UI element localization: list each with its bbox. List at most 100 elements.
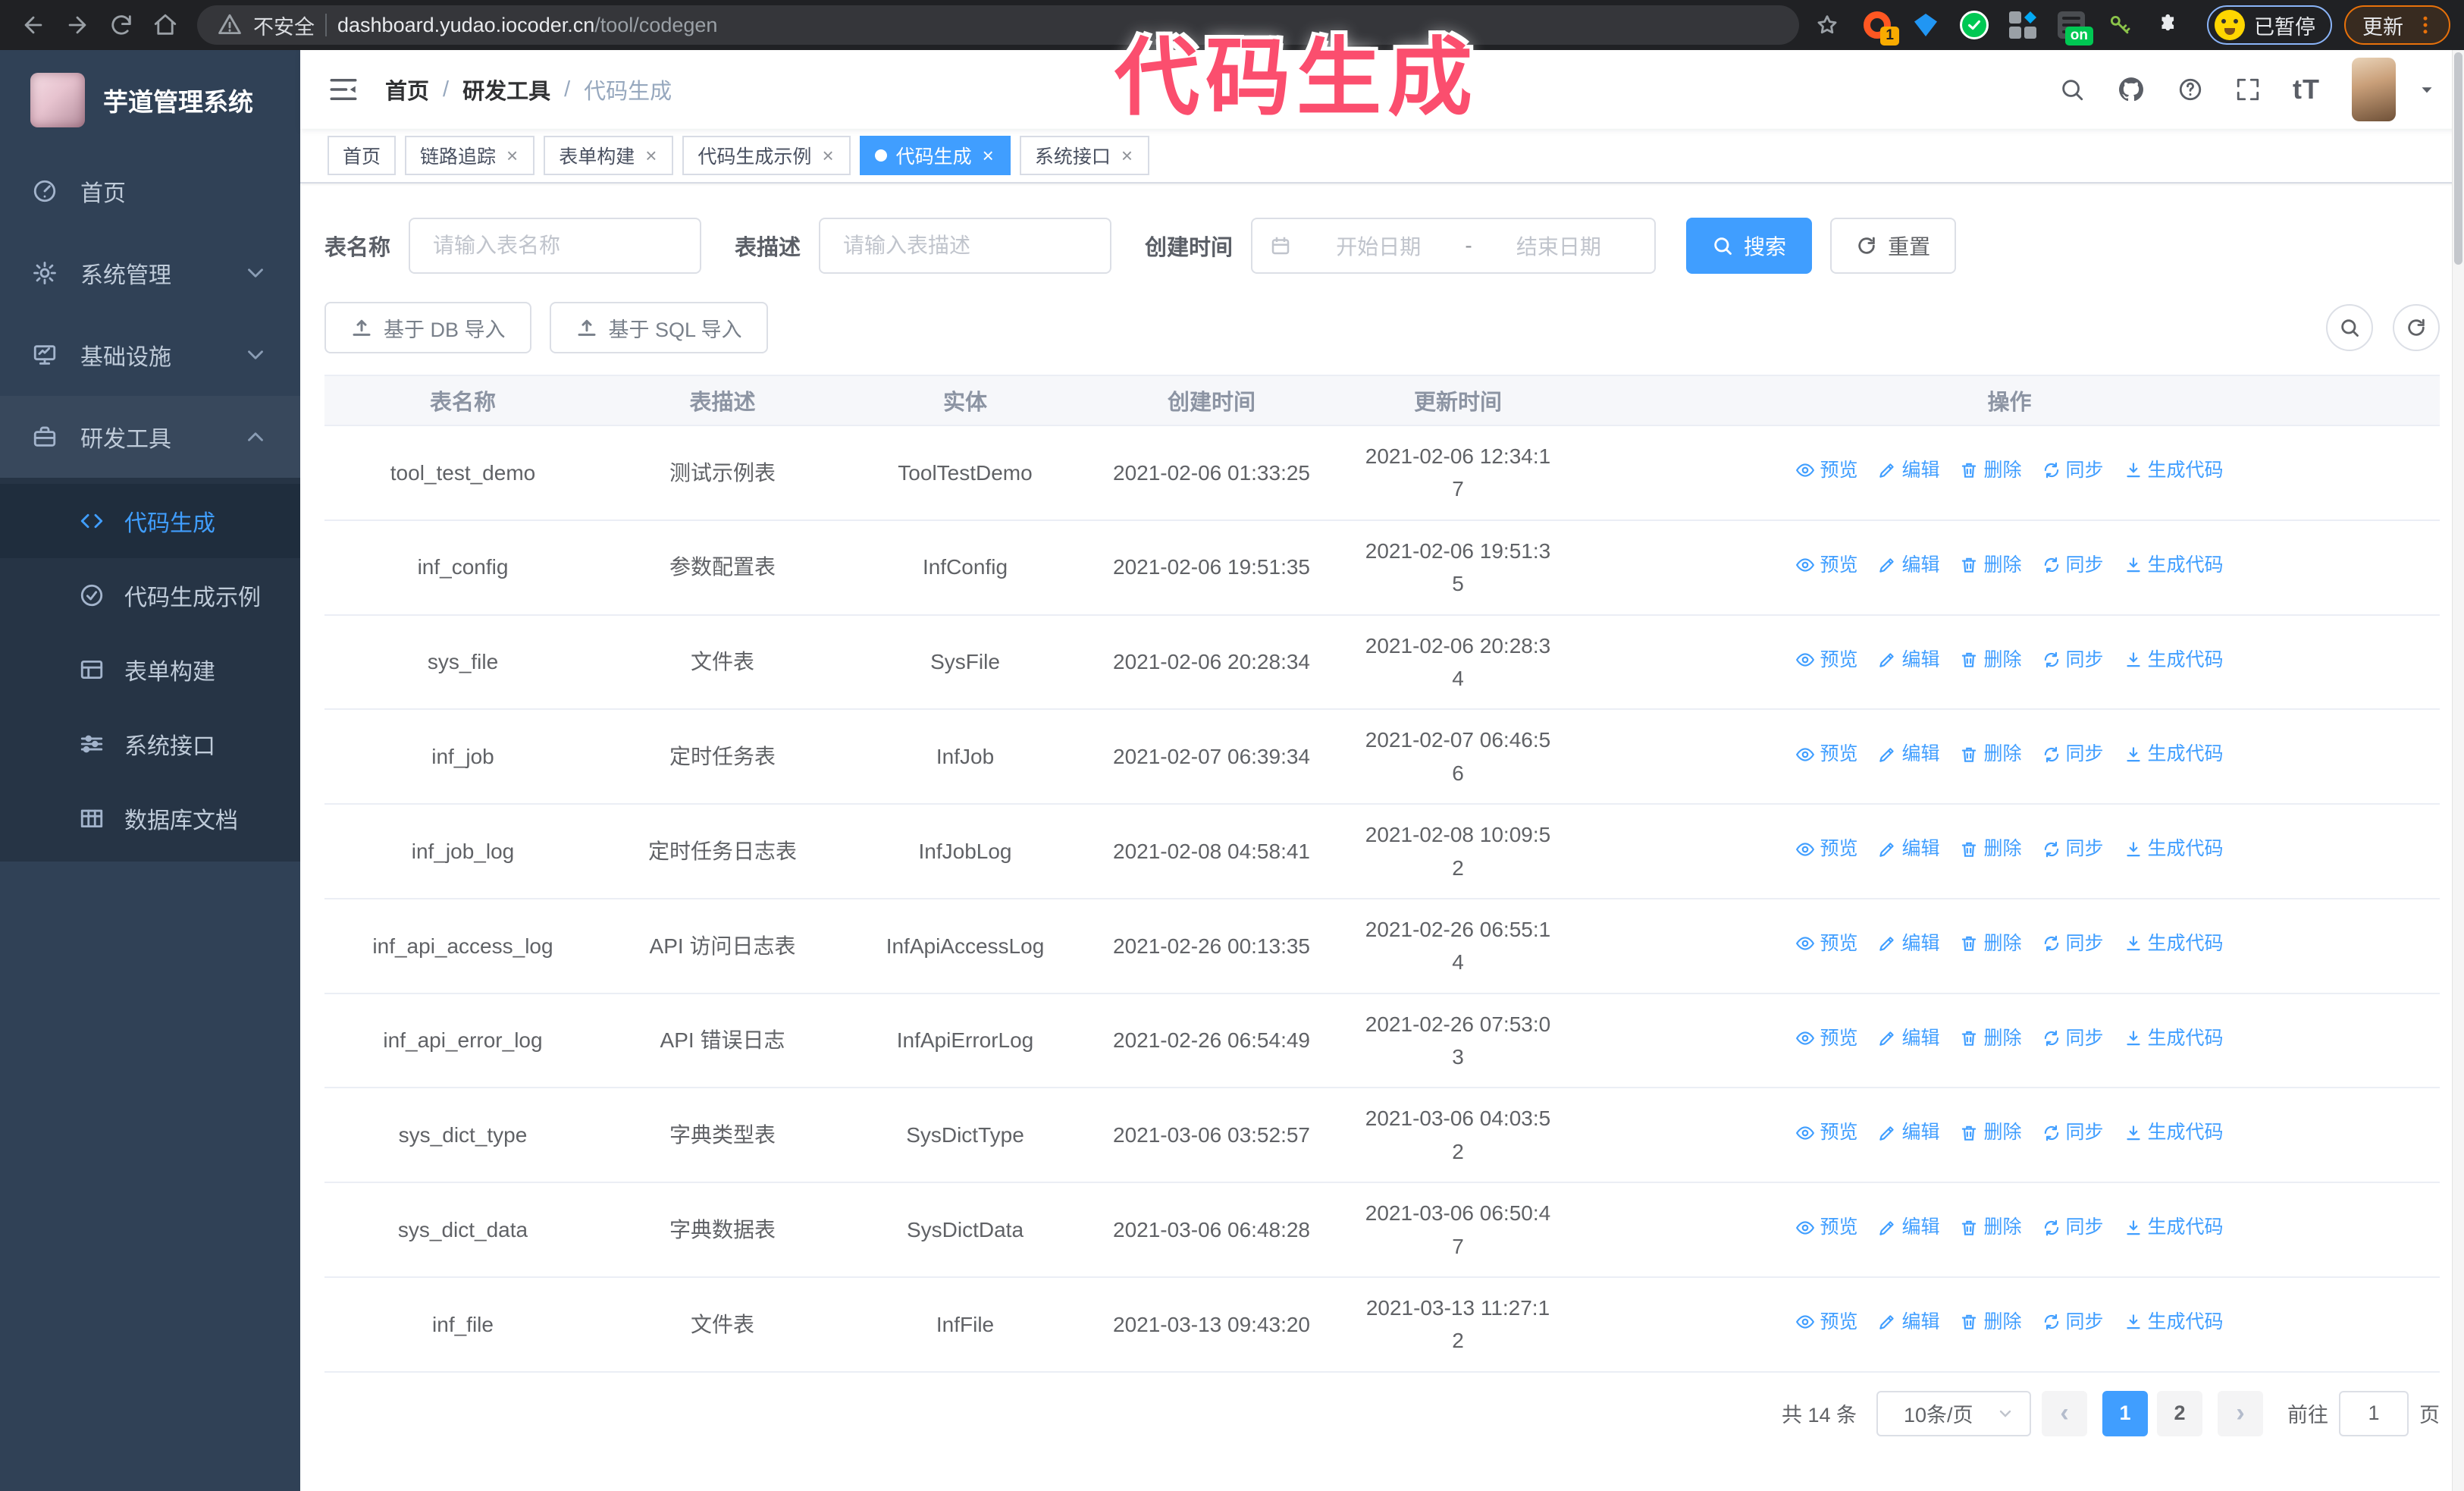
action-edit[interactable]: 编辑: [1877, 1118, 1939, 1147]
hamburger-icon[interactable]: [328, 74, 359, 105]
action-delete[interactable]: 删除: [1959, 551, 2022, 580]
close-icon[interactable]: ×: [1121, 144, 1133, 167]
forward-icon[interactable]: [58, 5, 97, 45]
prev-page-button[interactable]: ‹: [2042, 1390, 2087, 1436]
extension-orange-icon[interactable]: 1: [1861, 9, 1899, 46]
action-delete[interactable]: 删除: [1959, 1213, 2022, 1242]
action-preview[interactable]: 预览: [1795, 1213, 1857, 1242]
date-range-picker[interactable]: 开始日期 - 结束日期: [1251, 218, 1657, 274]
extension-gem-icon[interactable]: [1910, 9, 1942, 41]
action-edit[interactable]: 编辑: [1877, 739, 1939, 769]
address-bar[interactable]: 不安全 dashboard.yudao.iocoder.cn/tool/code…: [197, 5, 1799, 45]
action-sync[interactable]: 同步: [2042, 739, 2104, 769]
import-sql-button[interactable]: 基于 SQL 导入: [549, 302, 768, 353]
action-delete[interactable]: 删除: [1959, 1307, 2022, 1337]
back-icon[interactable]: [14, 5, 53, 45]
action-generate-code[interactable]: 生成代码: [2124, 456, 2224, 485]
action-generate-code[interactable]: 生成代码: [2124, 645, 2224, 675]
action-sync[interactable]: 同步: [2042, 1307, 2104, 1337]
action-generate-code[interactable]: 生成代码: [2124, 1024, 2224, 1053]
action-preview[interactable]: 预览: [1795, 645, 1857, 675]
extension-key-icon[interactable]: [2104, 9, 2136, 41]
refresh-table-button[interactable]: [2393, 304, 2440, 351]
scrollbar-thumb[interactable]: [2454, 52, 2462, 265]
font-size-control[interactable]: tT: [2293, 74, 2320, 105]
action-generate-code[interactable]: 生成代码: [2124, 834, 2224, 864]
action-preview[interactable]: 预览: [1795, 834, 1857, 864]
tab-4[interactable]: 代码生成 ×: [859, 136, 1011, 175]
search-icon[interactable]: [2059, 77, 2085, 102]
extension-on-icon[interactable]: on: [2055, 9, 2093, 46]
sidebar-subitem-1[interactable]: 代码生成示例: [0, 558, 300, 632]
next-page-button[interactable]: ›: [2218, 1390, 2263, 1436]
breadcrumb-item-0[interactable]: 首页: [385, 80, 430, 104]
sidebar-subitem-2[interactable]: 表单构建: [0, 632, 300, 707]
action-delete[interactable]: 删除: [1959, 645, 2022, 675]
action-preview[interactable]: 预览: [1795, 551, 1857, 580]
action-edit[interactable]: 编辑: [1877, 834, 1939, 864]
sidebar-item-3[interactable]: 研发工具: [0, 396, 300, 478]
profile-paused-chip[interactable]: 已暂停: [2207, 5, 2332, 45]
browser-menu-icon[interactable]: [2414, 14, 2437, 36]
page-button-1[interactable]: 1: [2102, 1390, 2148, 1436]
action-generate-code[interactable]: 生成代码: [2124, 1213, 2224, 1242]
action-delete[interactable]: 删除: [1959, 456, 2022, 485]
action-sync[interactable]: 同步: [2042, 929, 2104, 959]
action-sync[interactable]: 同步: [2042, 1024, 2104, 1053]
action-generate-code[interactable]: 生成代码: [2124, 551, 2224, 580]
extensions-puzzle-icon[interactable]: [2152, 9, 2184, 41]
close-icon[interactable]: ×: [645, 144, 657, 167]
toggle-search-button[interactable]: [2326, 304, 2373, 351]
action-generate-code[interactable]: 生成代码: [2124, 1118, 2224, 1147]
user-avatar[interactable]: [2352, 58, 2396, 121]
extension-check-icon[interactable]: [1958, 9, 1990, 41]
tab-0[interactable]: 首页: [328, 136, 397, 175]
goto-page-input[interactable]: [2339, 1390, 2409, 1436]
action-preview[interactable]: 预览: [1795, 739, 1857, 769]
close-icon[interactable]: ×: [506, 144, 519, 167]
action-sync[interactable]: 同步: [2042, 456, 2104, 485]
action-sync[interactable]: 同步: [2042, 834, 2104, 864]
action-edit[interactable]: 编辑: [1877, 929, 1939, 959]
import-db-button[interactable]: 基于 DB 导入: [324, 302, 531, 353]
action-preview[interactable]: 预览: [1795, 929, 1857, 959]
app-logo-row[interactable]: 芋道管理系统: [0, 50, 300, 150]
table-name-input[interactable]: [409, 218, 702, 274]
action-sync[interactable]: 同步: [2042, 645, 2104, 675]
fullscreen-icon[interactable]: [2235, 77, 2261, 102]
extension-squares-icon[interactable]: [2007, 9, 2039, 41]
tab-2[interactable]: 表单构建 ×: [544, 136, 674, 175]
action-delete[interactable]: 删除: [1959, 929, 2022, 959]
sidebar-subitem-0[interactable]: 代码生成: [0, 484, 300, 558]
action-edit[interactable]: 编辑: [1877, 1024, 1939, 1053]
breadcrumb-item-1[interactable]: 研发工具: [462, 80, 551, 104]
home-icon[interactable]: [146, 5, 185, 45]
help-icon[interactable]: [2177, 77, 2203, 102]
sidebar-subitem-4[interactable]: 数据库文档: [0, 781, 300, 855]
action-delete[interactable]: 删除: [1959, 739, 2022, 769]
page-button-2[interactable]: 2: [2157, 1390, 2202, 1436]
tab-1[interactable]: 链路追踪 ×: [405, 136, 535, 175]
bookmark-star-icon[interactable]: [1814, 12, 1840, 38]
tab-5[interactable]: 系统接口 ×: [1019, 136, 1150, 175]
action-delete[interactable]: 删除: [1959, 834, 2022, 864]
reset-button[interactable]: 重置: [1830, 218, 1957, 274]
action-preview[interactable]: 预览: [1795, 1307, 1857, 1337]
sidebar-item-1[interactable]: 系统管理: [0, 232, 300, 314]
sidebar-item-0[interactable]: 首页: [0, 150, 300, 232]
action-edit[interactable]: 编辑: [1877, 1213, 1939, 1242]
tab-3[interactable]: 代码生成示例 ×: [682, 136, 851, 175]
github-icon[interactable]: [2117, 75, 2146, 104]
action-edit[interactable]: 编辑: [1877, 1307, 1939, 1337]
reload-icon[interactable]: [102, 5, 141, 45]
action-generate-code[interactable]: 生成代码: [2124, 1307, 2224, 1337]
action-sync[interactable]: 同步: [2042, 1213, 2104, 1242]
search-button[interactable]: 搜索: [1686, 218, 1813, 274]
close-icon[interactable]: ×: [982, 144, 994, 167]
action-generate-code[interactable]: 生成代码: [2124, 739, 2224, 769]
action-generate-code[interactable]: 生成代码: [2124, 929, 2224, 959]
action-delete[interactable]: 删除: [1959, 1024, 2022, 1053]
action-edit[interactable]: 编辑: [1877, 551, 1939, 580]
action-delete[interactable]: 删除: [1959, 1118, 2022, 1147]
browser-update-button[interactable]: 更新: [2344, 5, 2450, 45]
